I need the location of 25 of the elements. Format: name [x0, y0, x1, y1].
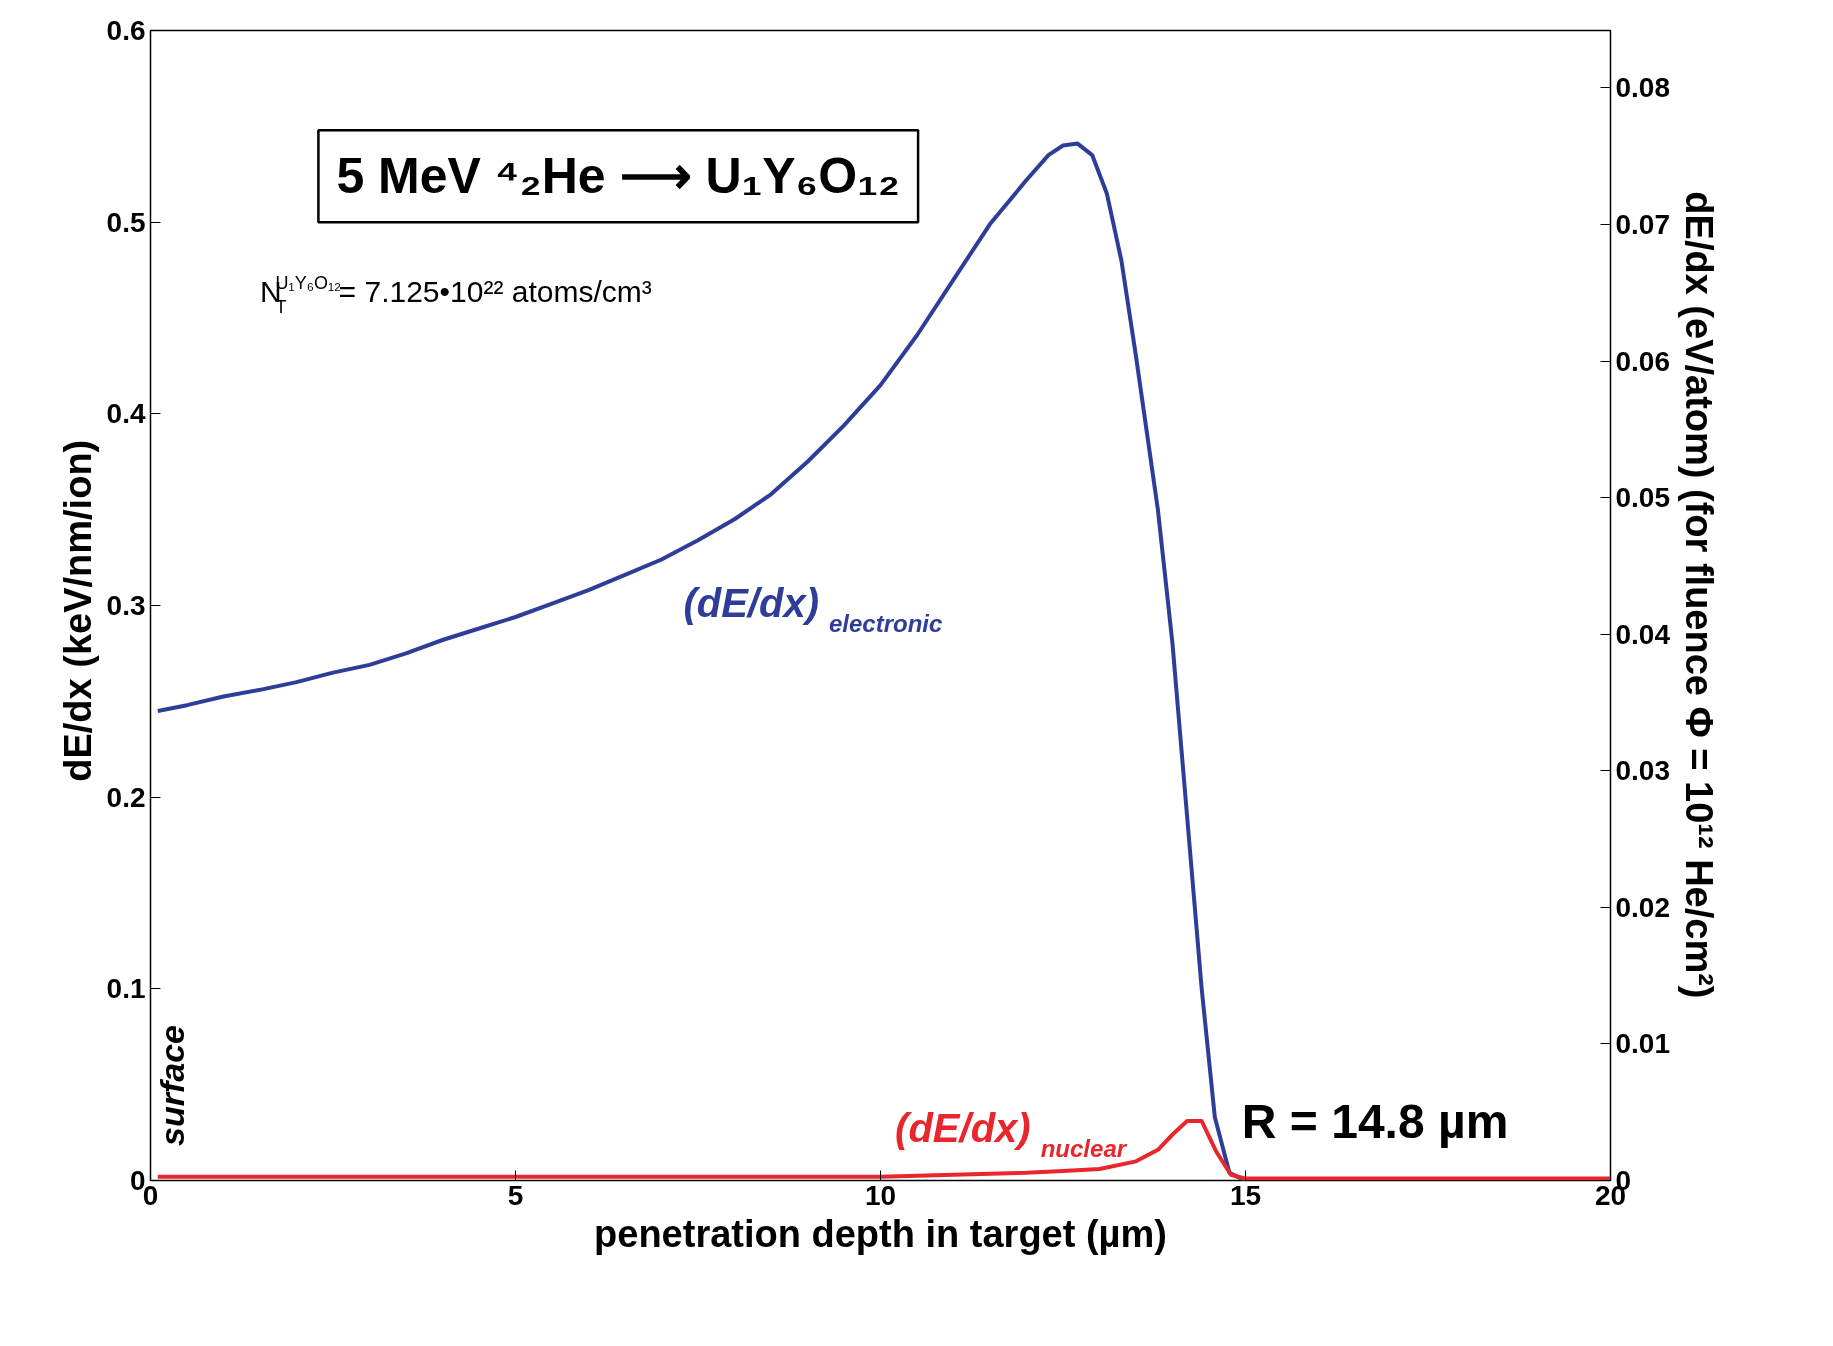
y-tick-label: 0.6 [106, 15, 146, 46]
x-tick-label: 10 [864, 1179, 897, 1211]
x-axis-title: penetration depth in target (µm) [594, 1212, 1167, 1255]
y2-tick-label: 0.02 [1615, 891, 1670, 923]
y-tick-label: 0.2 [106, 781, 146, 813]
y2-axis-title: dE/dx (eV/atom) (for fluence Φ = 10¹² He/cm²) [1678, 191, 1720, 999]
y-tick-label: 0.5 [106, 206, 146, 238]
annotation: surface [152, 1025, 191, 1146]
y-tick-label: 0.1 [106, 973, 146, 1005]
y2-tick-label: 0.07 [1615, 208, 1670, 240]
x-tick-label: 15 [1229, 1179, 1262, 1211]
y2-tick-label: 0.03 [1615, 755, 1670, 787]
x-tick-label: 5 [507, 1179, 524, 1211]
y-tick-label: 0.3 [106, 590, 146, 621]
y2-tick-label: 0.08 [1615, 72, 1670, 104]
y2-tick-label: 0.05 [1615, 482, 1670, 514]
y-tick-label: 0.4 [106, 398, 146, 430]
series-label: (dE/dx)electronic [683, 580, 943, 637]
y2-tick-label: 0.04 [1615, 618, 1671, 650]
annotation: 5 MeV ⁴₂He ⟶ U₁Y₆O₁₂ [336, 148, 901, 205]
annotation: R = 14.8 µm [1241, 1094, 1509, 1148]
y2-tick-label: 0.06 [1615, 345, 1670, 377]
y2-tick-label: 0.01 [1615, 1028, 1670, 1060]
series-label: (dE/dx)nuclear [895, 1105, 1128, 1162]
y-axis-title: dE/dx (keV/nm/ion) [56, 439, 99, 782]
